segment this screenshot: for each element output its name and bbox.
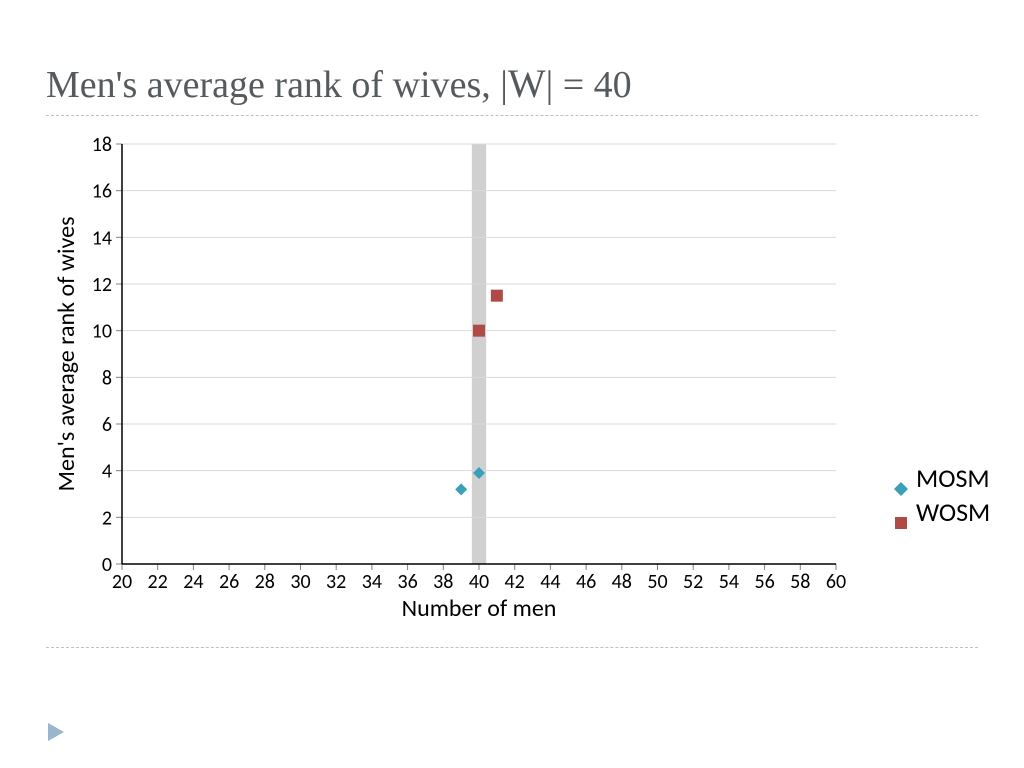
svg-text:16: 16	[92, 180, 112, 204]
legend: MOSMWOSM	[894, 460, 990, 530]
title-prefix: Men's average rank of wives, |	[46, 64, 508, 106]
diamond-icon	[894, 471, 908, 485]
svg-text:54: 54	[719, 570, 739, 594]
svg-text:Number of men: Number of men	[402, 594, 557, 623]
svg-text:32: 32	[326, 570, 346, 594]
square-icon	[894, 505, 908, 519]
svg-text:10: 10	[92, 320, 112, 344]
svg-text:8: 8	[102, 366, 112, 390]
svg-text:42: 42	[505, 570, 525, 594]
svg-text:36: 36	[397, 570, 417, 594]
svg-text:26: 26	[219, 570, 239, 594]
svg-text:34: 34	[362, 570, 382, 594]
title-suffix: | = 40	[546, 64, 632, 106]
svg-text:30: 30	[290, 570, 310, 594]
title-divider	[46, 115, 978, 116]
svg-text:22: 22	[148, 570, 168, 594]
svg-text:50: 50	[647, 570, 667, 594]
svg-text:56: 56	[754, 570, 774, 594]
svg-text:6: 6	[102, 413, 112, 437]
svg-text:2: 2	[102, 506, 112, 530]
slide: Men's average rank of wives, |W| = 40 02…	[0, 0, 1024, 768]
svg-text:0: 0	[102, 553, 112, 577]
chart-area: 0246810121416182022242628303234363840424…	[46, 134, 984, 629]
svg-text:40: 40	[469, 570, 489, 594]
svg-text:12: 12	[92, 273, 112, 297]
svg-text:58: 58	[790, 570, 810, 594]
svg-text:38: 38	[433, 570, 453, 594]
svg-text:46: 46	[576, 570, 596, 594]
svg-text:24: 24	[183, 570, 203, 594]
title-script-w: W	[508, 61, 546, 106]
svg-text:Men's average rank of wives: Men's average rank of wives	[52, 217, 81, 492]
svg-text:20: 20	[112, 570, 132, 594]
bottom-divider	[46, 647, 978, 648]
svg-text:14: 14	[92, 226, 112, 250]
svg-text:52: 52	[683, 570, 703, 594]
legend-item: MOSM	[894, 462, 990, 494]
scatter-chart: 0246810121416182022242628303234363840424…	[46, 134, 846, 624]
legend-item: WOSM	[894, 496, 990, 528]
svg-text:18: 18	[92, 134, 112, 157]
slide-title: Men's average rank of wives, |W| = 40	[46, 60, 984, 107]
svg-text:28: 28	[255, 570, 275, 594]
svg-text:4: 4	[102, 460, 112, 484]
legend-label: WOSM	[916, 496, 990, 528]
svg-text:44: 44	[540, 570, 560, 594]
svg-text:60: 60	[826, 570, 846, 594]
navigate-arrow-icon[interactable]	[46, 721, 68, 748]
legend-label: MOSM	[916, 462, 990, 494]
svg-text:48: 48	[612, 570, 632, 594]
